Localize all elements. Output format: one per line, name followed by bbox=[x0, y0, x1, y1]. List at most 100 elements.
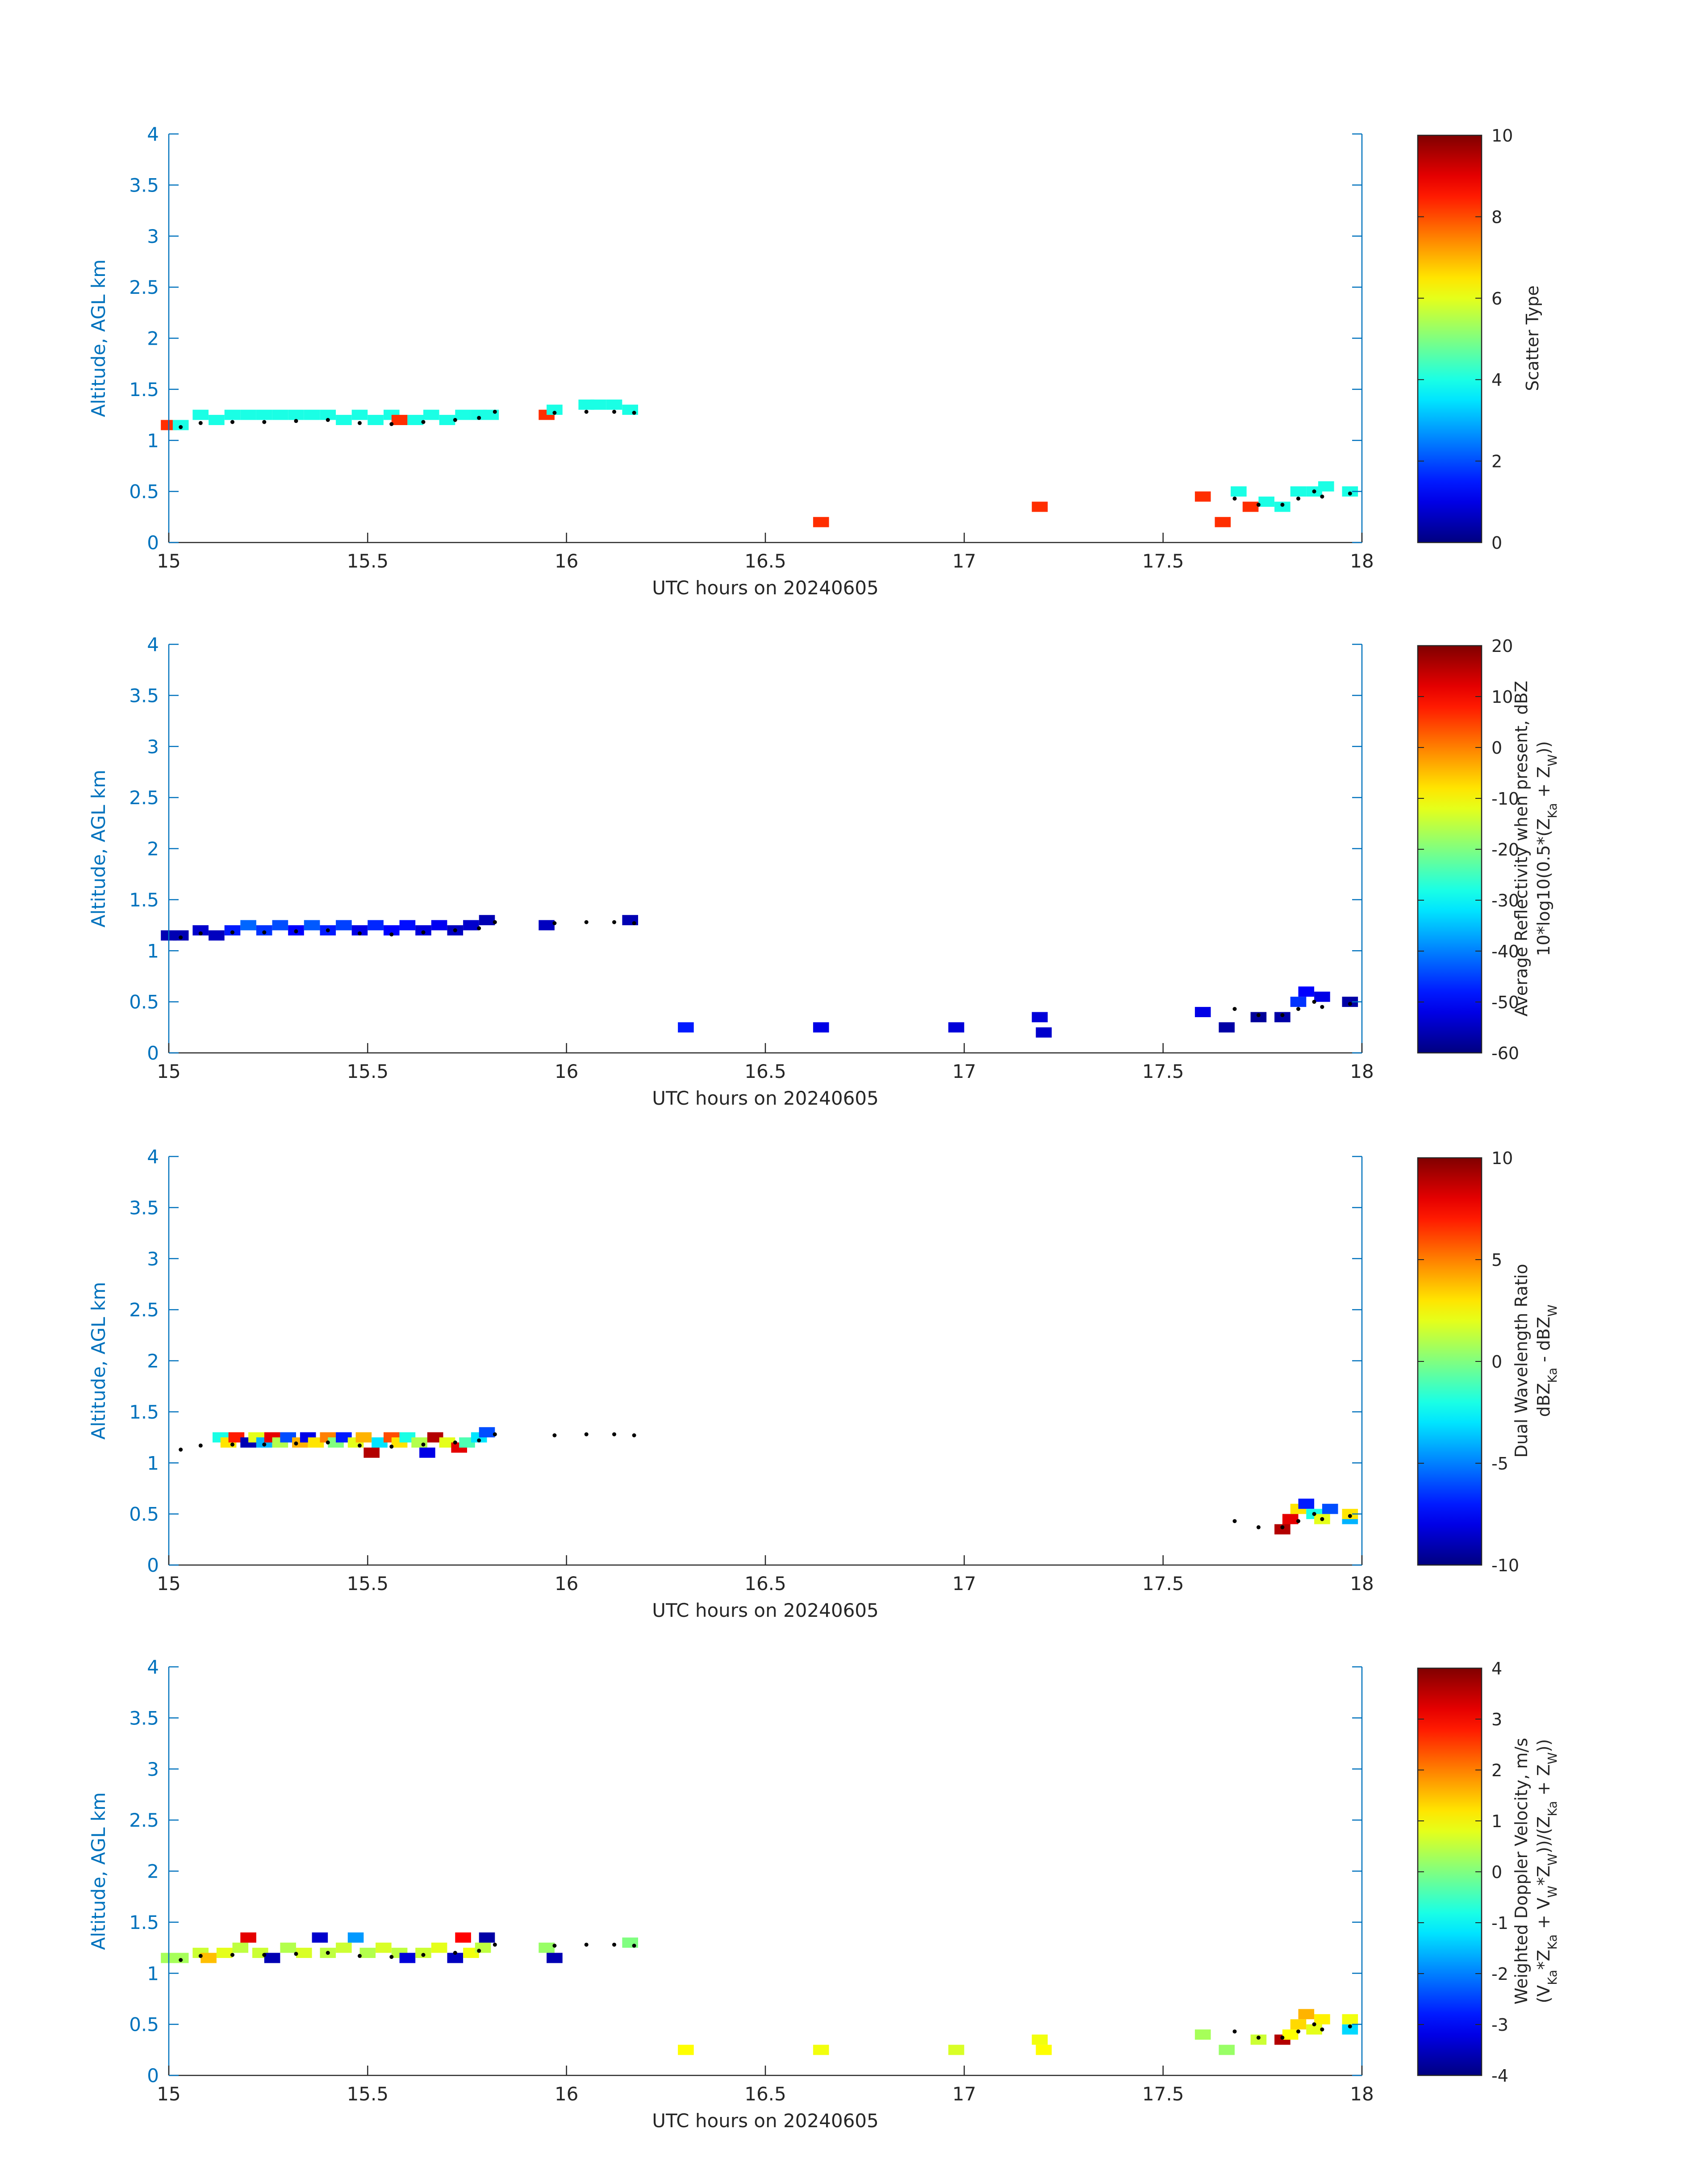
y-tick-label: 0.5 bbox=[129, 1503, 159, 1525]
colorbar bbox=[1417, 134, 1482, 543]
x-tick-label: 17.5 bbox=[1142, 1060, 1184, 1082]
track-point bbox=[421, 1953, 426, 1957]
heatmap-cell bbox=[320, 409, 336, 420]
heatmap-cell bbox=[232, 1942, 249, 1953]
track-point bbox=[1320, 2027, 1324, 2032]
heatmap-cell bbox=[224, 409, 241, 420]
heatmap-cell bbox=[678, 1022, 694, 1033]
track-point bbox=[358, 1954, 362, 1958]
heatmap-cell bbox=[308, 1437, 324, 1448]
track-point bbox=[1280, 502, 1285, 507]
x-tick-label: 18 bbox=[1350, 550, 1374, 572]
colorbar-tick-label: 3 bbox=[1491, 1710, 1502, 1729]
track-point bbox=[179, 935, 183, 939]
colorbar-tick-label: -40 bbox=[1491, 942, 1519, 961]
track-point bbox=[1320, 1517, 1324, 1521]
x-tick-label: 17.5 bbox=[1142, 1573, 1184, 1595]
heatmap-cell bbox=[479, 1932, 495, 1943]
heatmap-cell bbox=[1258, 497, 1274, 507]
heatmap-cell bbox=[1274, 1524, 1290, 1535]
track-point bbox=[421, 420, 426, 424]
colorbar-label: 10*log10(0.5*(ZKa + ZW)) bbox=[1534, 741, 1560, 956]
y-tick-label: 2 bbox=[147, 1350, 159, 1372]
x-tick-label: 17 bbox=[952, 550, 976, 572]
track-point bbox=[262, 420, 267, 424]
heatmap-cell bbox=[399, 1432, 416, 1443]
track-point bbox=[493, 1942, 497, 1947]
colorbar-tick-label: 4 bbox=[1491, 370, 1502, 390]
heatmap-cell bbox=[1314, 991, 1330, 1002]
heatmap-cell bbox=[1282, 2029, 1299, 2040]
heatmap-cell bbox=[1290, 2019, 1307, 2030]
heatmap-cell bbox=[351, 409, 368, 420]
track-point bbox=[1320, 494, 1324, 499]
heatmap-cell bbox=[336, 1432, 352, 1443]
heatmap-cell bbox=[455, 1932, 471, 1943]
y-tick-label: 2 bbox=[147, 328, 159, 350]
x-tick-label: 15.5 bbox=[347, 550, 389, 572]
track-point bbox=[198, 1954, 203, 1958]
track-point bbox=[1320, 1005, 1324, 1009]
heatmap-cell bbox=[351, 925, 368, 935]
y-tick-label: 1 bbox=[147, 1962, 159, 1984]
heatmap-cell bbox=[1031, 2034, 1048, 2045]
x-tick-label: 15.5 bbox=[347, 1573, 389, 1595]
track-point bbox=[262, 930, 267, 935]
heatmap-cell bbox=[1290, 997, 1307, 1007]
colorbar-tick-label: 10 bbox=[1491, 687, 1513, 707]
heatmap-cell bbox=[209, 930, 225, 941]
colorbar-tick-label: 5 bbox=[1491, 1250, 1502, 1270]
x-tick-label: 17.5 bbox=[1142, 2083, 1184, 2105]
colorbar-tick-label: 10 bbox=[1491, 1148, 1513, 1168]
heatmap-cell bbox=[1342, 1509, 1358, 1519]
y-tick-label: 3 bbox=[147, 225, 159, 247]
heatmap-cell bbox=[200, 1953, 217, 1963]
x-tick-label: 16 bbox=[555, 1573, 578, 1595]
y-tick-label: 0.5 bbox=[129, 481, 159, 503]
y-tick-label: 1.5 bbox=[129, 1912, 159, 1933]
heatmap-cell bbox=[1036, 2045, 1052, 2055]
x-tick-label: 16 bbox=[555, 550, 578, 572]
track-point bbox=[584, 1432, 589, 1436]
colorbar-tick-label: -1 bbox=[1491, 1913, 1508, 1933]
track-point bbox=[294, 929, 298, 934]
heatmap-cell bbox=[363, 1447, 380, 1458]
colorbar-tick-label: -30 bbox=[1491, 891, 1519, 910]
track-point bbox=[179, 1448, 183, 1452]
heatmap-cell bbox=[479, 1427, 495, 1438]
colorbar-tick-label: -2 bbox=[1491, 1964, 1508, 1984]
colorbar-label: Average Reflectivity when present, dBZ bbox=[1512, 681, 1531, 1017]
heatmap-cell bbox=[1282, 1514, 1299, 1524]
x-tick-label: 17 bbox=[952, 1060, 976, 1082]
x-tick-label: 17 bbox=[952, 2083, 976, 2105]
heatmap-cell bbox=[606, 399, 622, 410]
heatmap-cell bbox=[415, 925, 431, 935]
heatmap-cell bbox=[431, 1942, 447, 1953]
track-point bbox=[179, 1958, 183, 1962]
colorbar-tick-label: 10 bbox=[1491, 126, 1513, 146]
track-point bbox=[198, 931, 203, 935]
y-tick-label: 1 bbox=[147, 940, 159, 962]
colorbar-tick-label: -20 bbox=[1491, 840, 1519, 860]
heatmap-cell bbox=[539, 920, 555, 931]
colorbar-tick-label: 20 bbox=[1491, 636, 1513, 656]
track-point bbox=[584, 920, 589, 924]
heatmap-cell bbox=[1036, 1027, 1052, 1038]
y-tick-label: 4 bbox=[147, 1146, 159, 1168]
x-tick-label: 15 bbox=[157, 1573, 180, 1595]
track-point bbox=[326, 928, 330, 932]
colorbar-label: Scatter Type bbox=[1523, 285, 1542, 391]
heatmap-cell bbox=[407, 415, 423, 425]
x-axis-label: UTC hours on 20240605 bbox=[652, 577, 879, 599]
x-tick-label: 15.5 bbox=[347, 1060, 389, 1082]
track-point bbox=[389, 1955, 394, 1959]
y-tick-label: 1.5 bbox=[129, 379, 159, 401]
heatmap-cell bbox=[304, 409, 320, 420]
track-point bbox=[230, 420, 234, 424]
heatmap-cell bbox=[1250, 2034, 1267, 2045]
heatmap-cell bbox=[296, 1948, 312, 1958]
heatmap-cell bbox=[336, 415, 352, 425]
heatmap-cell bbox=[240, 920, 256, 931]
y-axis-label: Altitude, AGL km bbox=[88, 259, 109, 417]
x-axis-label: UTC hours on 20240605 bbox=[652, 1087, 879, 1109]
